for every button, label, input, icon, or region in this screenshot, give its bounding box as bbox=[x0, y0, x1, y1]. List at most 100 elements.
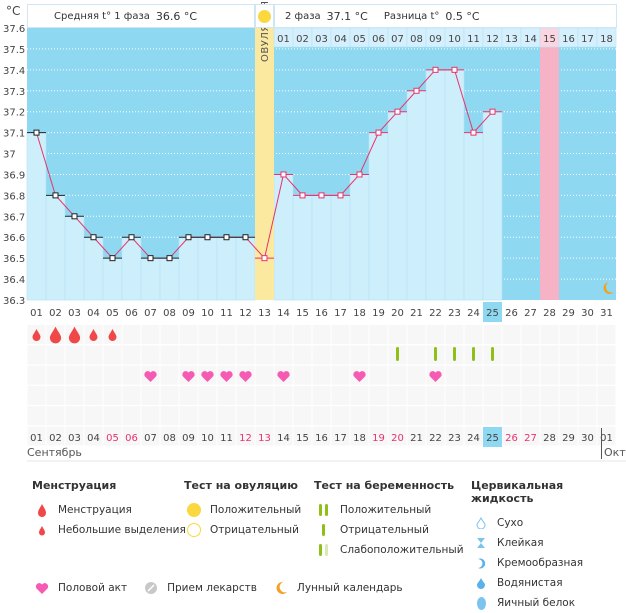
highlight-day-band bbox=[540, 28, 559, 300]
y-tick-label: 36.4 bbox=[3, 275, 25, 286]
legend-item: Отрицательный bbox=[210, 524, 299, 536]
y-tick-label: 36.3 bbox=[3, 296, 25, 307]
event-cell bbox=[160, 325, 179, 344]
heart-icon bbox=[32, 582, 52, 595]
temp-point bbox=[280, 171, 287, 178]
event-cell bbox=[578, 385, 597, 405]
bottom-day-label: 06 bbox=[125, 433, 138, 444]
event-cell bbox=[540, 365, 559, 385]
y-tick-label: 37 bbox=[3, 150, 16, 161]
small-drop-icon bbox=[32, 525, 52, 536]
event-cell bbox=[426, 426, 445, 446]
bottom-day-label: 16 bbox=[315, 433, 328, 444]
legend-item: Сухо bbox=[497, 517, 524, 529]
event-cell bbox=[198, 406, 217, 426]
event-cell bbox=[407, 345, 426, 365]
temp-bar bbox=[292, 195, 313, 301]
phase2-day-label: 12 bbox=[486, 34, 499, 45]
y-tick-label: 36.7 bbox=[3, 212, 25, 223]
bottom-day-label: 09 bbox=[182, 433, 195, 444]
temp-bar bbox=[45, 195, 66, 301]
event-cell bbox=[540, 426, 559, 446]
event-cell bbox=[103, 426, 122, 446]
event-cell bbox=[312, 365, 331, 385]
event-cell bbox=[27, 406, 46, 426]
event-cell bbox=[578, 365, 597, 385]
pregnancy-test-icon bbox=[472, 347, 475, 361]
phase2-day-label: 15 bbox=[543, 34, 556, 45]
y-tick-label: 36.9 bbox=[3, 170, 25, 181]
event-cell bbox=[597, 365, 616, 385]
sticky-icon bbox=[471, 537, 491, 549]
event-cell bbox=[27, 365, 46, 385]
phase2-day-label: 05 bbox=[353, 34, 366, 45]
event-cell bbox=[559, 426, 578, 446]
event-cell bbox=[578, 406, 597, 426]
event-cell bbox=[179, 325, 198, 344]
day-label: 23 bbox=[448, 308, 461, 319]
bottom-day-label: 03 bbox=[68, 433, 81, 444]
event-cell bbox=[559, 406, 578, 426]
event-cell bbox=[369, 426, 388, 446]
event-cell bbox=[103, 365, 122, 385]
y-tick-label: 37.5 bbox=[3, 45, 25, 56]
day-label: 03 bbox=[68, 308, 81, 319]
event-cell bbox=[312, 345, 331, 365]
egg-white-icon bbox=[471, 596, 491, 610]
y-tick-label: 37.4 bbox=[3, 66, 25, 77]
heart-icon bbox=[182, 371, 195, 382]
event-cell bbox=[103, 385, 122, 405]
event-cell bbox=[312, 426, 331, 446]
temp-bar bbox=[311, 195, 332, 301]
event-cell bbox=[46, 406, 65, 426]
event-cell bbox=[521, 325, 540, 344]
event-cell bbox=[464, 365, 483, 385]
bottom-day-label: 01 bbox=[30, 433, 43, 444]
event-cell bbox=[274, 406, 293, 426]
temp-bar bbox=[368, 132, 389, 301]
phase2-day-label: 11 bbox=[467, 34, 480, 45]
event-cell bbox=[84, 426, 103, 446]
event-cell bbox=[65, 385, 84, 405]
bottom-day-label: 12 bbox=[239, 433, 252, 444]
event-cell bbox=[274, 385, 293, 405]
temp-point bbox=[413, 87, 420, 94]
day-label: 24 bbox=[467, 308, 480, 319]
y-tick-label: 37.2 bbox=[3, 108, 25, 119]
event-cell bbox=[521, 406, 540, 426]
event-cell bbox=[388, 406, 407, 426]
event-cell bbox=[84, 345, 103, 365]
event-cell bbox=[464, 385, 483, 405]
event-cell bbox=[293, 406, 312, 426]
event-cell bbox=[559, 325, 578, 344]
temp-point bbox=[109, 255, 116, 262]
temp-bar bbox=[330, 195, 351, 301]
day-label: 18 bbox=[353, 308, 366, 319]
menstruation-drop-icon bbox=[68, 326, 81, 344]
diff-value: 0.5 °C bbox=[445, 9, 480, 23]
bottom-day-label: 23 bbox=[448, 433, 461, 444]
legend-item: Положительный bbox=[210, 504, 302, 516]
event-cell bbox=[331, 365, 350, 385]
day-label: 12 bbox=[239, 308, 252, 319]
phase2-value: 37.1 °C bbox=[326, 9, 368, 23]
event-cell bbox=[388, 325, 407, 344]
phase2-day-cell bbox=[596, 27, 617, 48]
legend-item: Менструация bbox=[58, 504, 132, 516]
event-cell bbox=[65, 365, 84, 385]
event-cell bbox=[369, 385, 388, 405]
temp-bar bbox=[235, 236, 256, 301]
event-cell bbox=[179, 345, 198, 365]
event-cell bbox=[369, 406, 388, 426]
bottom-day-label: 25 bbox=[486, 433, 499, 444]
moon-icon bbox=[271, 581, 291, 595]
faint-lines-icon bbox=[314, 543, 334, 557]
event-cell bbox=[578, 426, 597, 446]
day-label: 27 bbox=[524, 308, 537, 319]
day-label: 11 bbox=[220, 308, 233, 319]
temp-bar bbox=[463, 132, 484, 301]
temp-bar bbox=[178, 236, 199, 301]
bottom-day-label: 04 bbox=[87, 433, 100, 444]
event-cell bbox=[578, 325, 597, 344]
phase2-day-label: 03 bbox=[315, 34, 328, 45]
